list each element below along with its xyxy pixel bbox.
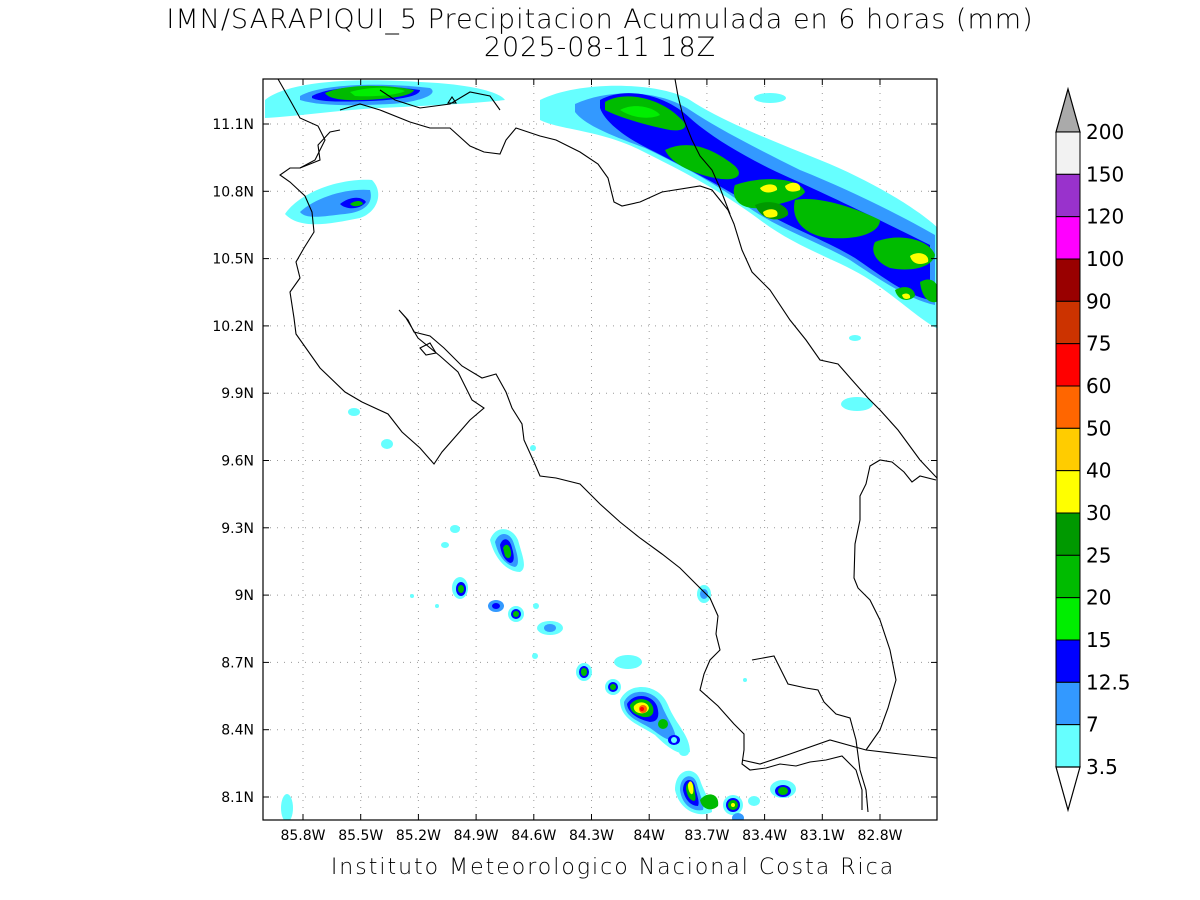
map-subtitle: 2025-08-11 18Z [483,32,717,63]
colorbar-label: 7 [1086,713,1099,737]
colorbar-swatch [1055,258,1081,302]
colorbar-label: 150 [1086,162,1124,186]
colorbar-label: 30 [1086,501,1111,525]
lat-label: 9.3N [221,521,254,537]
precip-cell [281,397,873,820]
colorbar-swatch [1055,173,1081,218]
precip-cell [265,80,505,118]
colorbar-swatch [1055,597,1081,641]
lat-label: 8.7N [221,655,254,671]
colorbar-swatch [1055,216,1081,260]
colorbar-label: 25 [1086,543,1111,567]
colorbar-label: 3.5 [1086,755,1118,779]
lon-label: 84.3W [569,828,614,844]
colorbar-swatch [1055,385,1081,429]
map-title: IMN/SARAPIQUI_5 Precipitacion Acumulada … [166,4,1034,35]
colorbar-swatch [1055,512,1081,556]
lat-label: 11.1N [212,117,254,133]
colorbar-label: 75 [1086,332,1111,356]
map-frame [262,78,938,821]
map-grid [263,79,937,820]
coastlines [277,79,937,813]
lat-label: 8.1N [221,790,254,806]
colorbar-label: 200 [1086,120,1124,144]
colorbar-swatch [1055,427,1081,472]
lat-label: 10.2N [212,319,254,335]
colorbar-swatch [1055,300,1081,345]
colorbar-label: 120 [1086,205,1124,229]
colorbar-label: 50 [1086,416,1111,440]
lat-label: 9N [235,588,254,604]
colorbar-swatch [1055,343,1081,387]
lat-label: 10.5N [212,252,254,268]
lon-label: 84W [633,828,665,844]
colorbar-top-arrow [1055,86,1081,133]
colorbar-label: 40 [1086,459,1111,483]
precip-cell [452,529,796,820]
latitude-labels: 11.1N 10.8N 10.5N 10.2N 9.9N 9.6N 9.3N 9N 8.7N 8.… [212,117,937,806]
lon-label: 84.6W [511,828,556,844]
colorbar-label: 60 [1086,374,1111,398]
lon-label: 83.7W [684,828,729,844]
lat-label: 10.8N [212,184,254,200]
lon-label: 84.9W [454,828,499,844]
longitude-labels: 85.8W 85.5W 85.2W 84.9W 84.6W 84.3W 84W 83.7W 83… [280,79,903,844]
lat-label: 9.6N [221,454,254,470]
colorbar-label: 90 [1086,289,1111,313]
lon-label: 85.8W [280,828,325,844]
colorbar-swatch [1055,131,1081,175]
colorbar-swatch [1055,724,1081,768]
colorbar-label: 15 [1086,628,1111,652]
colorbar-label: 20 [1086,586,1111,610]
lon-label: 85.2W [396,828,441,844]
lat-label: 9.9N [221,386,254,402]
lon-label: 82.8W [857,828,902,844]
lon-label: 83.4W [742,828,787,844]
colorbar-swatch [1055,554,1081,599]
colorbar-swatch [1055,470,1081,514]
colorbar-swatch [1055,639,1081,683]
footer-credit: Instituto Meteorologico Nacional Costa R… [330,855,896,880]
precip-cell [285,179,379,225]
colorbar: 200 150 120 100 90 75 60 50 40 30 25 20 15 12.5 7 3.5 [1055,86,1131,813]
lat-label: 8.4N [221,723,254,739]
colorbar-label: 12.5 [1086,670,1131,694]
lon-label: 83.1W [800,828,845,844]
precipitation-field [265,80,937,820]
colorbar-bottom-arrow [1055,766,1081,813]
colorbar-swatch [1055,681,1081,726]
lon-label: 85.5W [338,828,383,844]
precip-cell [540,85,937,341]
colorbar-label: 100 [1086,247,1124,271]
